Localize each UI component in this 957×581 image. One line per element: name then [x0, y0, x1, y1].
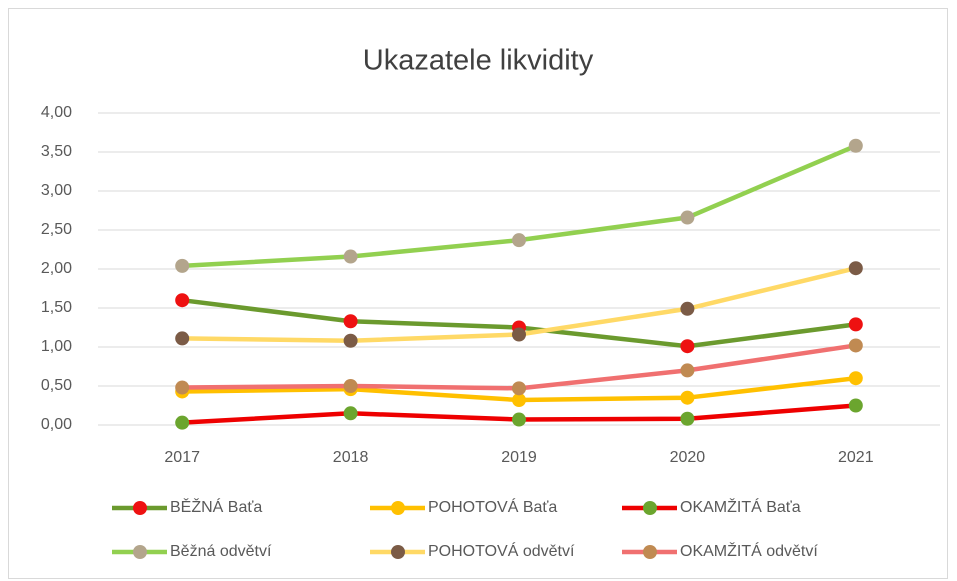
data-point — [343, 249, 358, 264]
data-point — [680, 390, 695, 405]
legend-marker — [643, 501, 657, 515]
legend-label: Běžná odvětví — [170, 543, 272, 560]
legend-marker — [643, 545, 657, 559]
data-point — [175, 415, 190, 430]
legend-label: POHOTOVÁ odvětví — [428, 541, 575, 560]
data-point — [848, 261, 863, 276]
legend-marker — [133, 545, 147, 559]
legend-label: POHOTOVÁ Baťa — [428, 497, 557, 516]
data-point — [848, 138, 863, 153]
data-point — [512, 393, 526, 408]
legend-marker — [391, 545, 405, 559]
data-point — [848, 338, 863, 353]
x-tick-label: 2018 — [333, 449, 369, 466]
x-tick-label: 2019 — [501, 449, 537, 466]
data-point — [848, 371, 863, 386]
data-point — [512, 381, 526, 396]
data-point — [848, 317, 863, 332]
legend-marker — [133, 501, 147, 515]
data-point — [680, 411, 695, 426]
y-tick-label: 3,50 — [41, 143, 72, 160]
y-tick-label: 1,50 — [41, 299, 72, 316]
y-tick-label: 0,50 — [41, 377, 72, 394]
y-tick-label: 1,00 — [41, 338, 72, 355]
legend-label: OKAMŽITÁ odvětví — [680, 541, 818, 560]
x-tick-label: 2017 — [164, 449, 200, 466]
data-point — [848, 398, 863, 413]
data-point — [680, 301, 695, 316]
legend-marker — [391, 501, 405, 515]
data-point — [175, 331, 190, 346]
legend-label: BĚŽNÁ Baťa — [170, 497, 262, 516]
y-tick-label: 3,00 — [41, 182, 72, 199]
data-point — [512, 327, 526, 342]
chart-title: Ukazatele likvidity — [363, 45, 594, 77]
data-point — [175, 293, 190, 308]
data-point — [512, 233, 526, 248]
data-point — [343, 333, 358, 348]
y-tick-label: 0,00 — [41, 416, 72, 433]
data-point — [175, 258, 190, 273]
data-point — [680, 339, 695, 354]
y-tick-label: 4,00 — [41, 104, 72, 121]
y-tick-label: 2,00 — [41, 260, 72, 277]
legend-label: OKAMŽITÁ Baťa — [680, 497, 801, 516]
x-tick-label: 2020 — [670, 449, 706, 466]
data-point — [175, 380, 190, 395]
data-point — [343, 406, 358, 421]
x-tick-label: 2021 — [838, 449, 874, 466]
data-point — [512, 412, 526, 427]
y-tick-label: 2,50 — [41, 221, 72, 238]
data-point — [680, 210, 695, 225]
chart-border — [8, 8, 948, 579]
data-point — [680, 363, 695, 378]
data-point — [343, 314, 358, 329]
data-point — [343, 379, 358, 393]
